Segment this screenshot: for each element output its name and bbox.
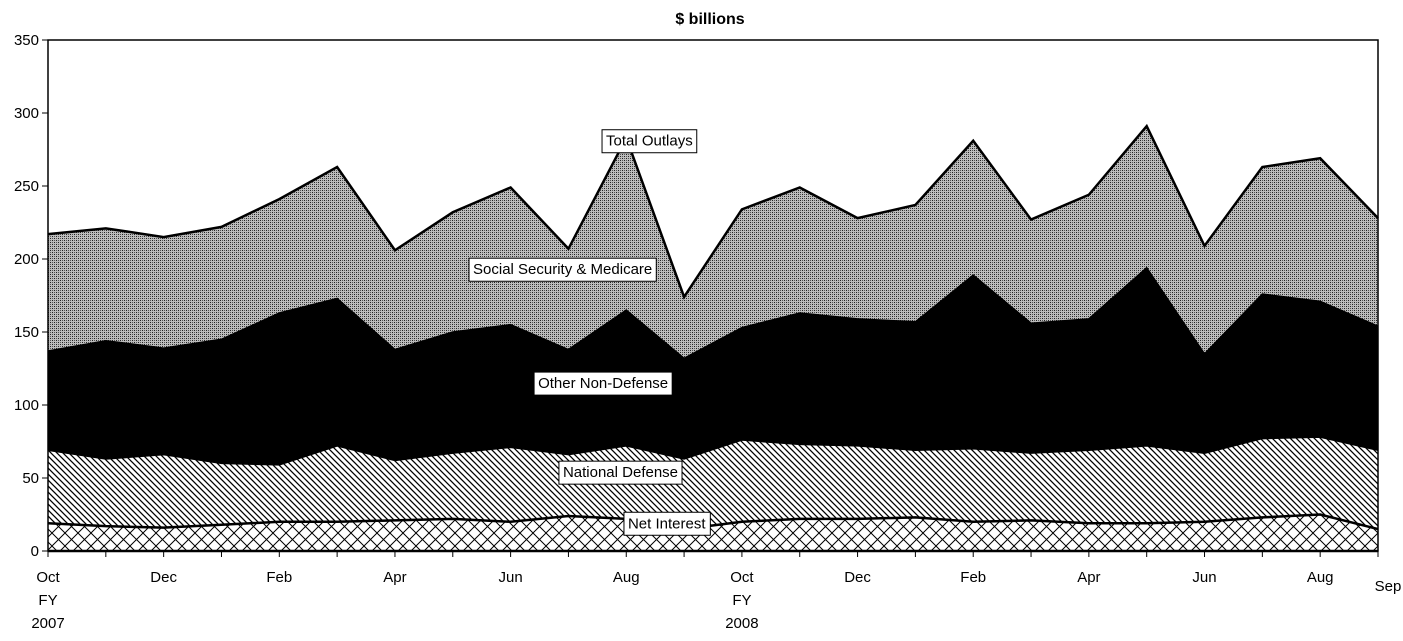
x-axis: Oct FY 2007 Dec Feb Apr Jun Aug Oct FY 2008 Dec Feb A… [31, 549, 1402, 632]
x-tick-label: Jun [1192, 569, 1216, 586]
x-tick-label: Apr [383, 569, 406, 586]
label-box [601, 129, 698, 154]
y-tick-label: 0 [31, 543, 39, 560]
label-box [533, 371, 673, 396]
area-social-security-and-medicare [48, 126, 1378, 359]
series-labels: Total Outlays Social Security & Medicare O… [468, 129, 711, 536]
label-other-non-defense: Other Non-Defense [538, 375, 668, 392]
y-tick-label: 300 [14, 105, 39, 122]
x-tick-label: Feb [960, 569, 986, 586]
label-box [468, 257, 657, 282]
x-tick-label: Apr [1077, 569, 1100, 586]
y-tick-label: 150 [14, 324, 39, 341]
x-tick-label: Feb [266, 569, 292, 586]
y-tick-label: 350 [14, 32, 39, 49]
x-tick-label: Jun [499, 569, 523, 586]
x-tick-label: Sep [1375, 578, 1402, 595]
x-tick-label: Aug [1307, 569, 1334, 586]
label-box [623, 511, 711, 536]
y-tick-label: 100 [14, 397, 39, 414]
chart-title: $ billions [675, 11, 744, 28]
area-net-interest [48, 514, 1378, 551]
x-tick-label: Dec [150, 569, 177, 586]
x-tick-label: Dec [844, 569, 871, 586]
label-box [558, 460, 683, 485]
y-axis: 0 50 100 150 200 250 300 350 [14, 32, 48, 560]
label-total-outlays: Total Outlays [606, 133, 693, 150]
line-total-outlays [47, 123, 1379, 300]
line-national-defense [47, 436, 1379, 466]
stacked-areas [47, 126, 1379, 551]
area-other-non-defense [48, 267, 1378, 465]
x-tick-label: Oct FY 2007 [31, 569, 64, 632]
x-tick-label: Oct FY 2008 [725, 569, 758, 632]
area-national-defense [48, 437, 1378, 530]
y-tick-label: 50 [22, 470, 39, 487]
label-national-defense: National Defense [563, 464, 678, 481]
plot-frame [47, 39, 1379, 552]
total-outlays-line [47, 123, 1379, 300]
label-net-interest: Net Interest [628, 515, 706, 532]
line-net-interest [47, 513, 1379, 531]
y-tick-label: 250 [14, 178, 39, 195]
y-tick-label: 200 [14, 251, 39, 268]
line-other-non-defense [47, 266, 1379, 360]
x-tick-label: Aug [613, 569, 640, 586]
label-social-security-and-medicare: Social Security & Medicare [473, 261, 652, 278]
